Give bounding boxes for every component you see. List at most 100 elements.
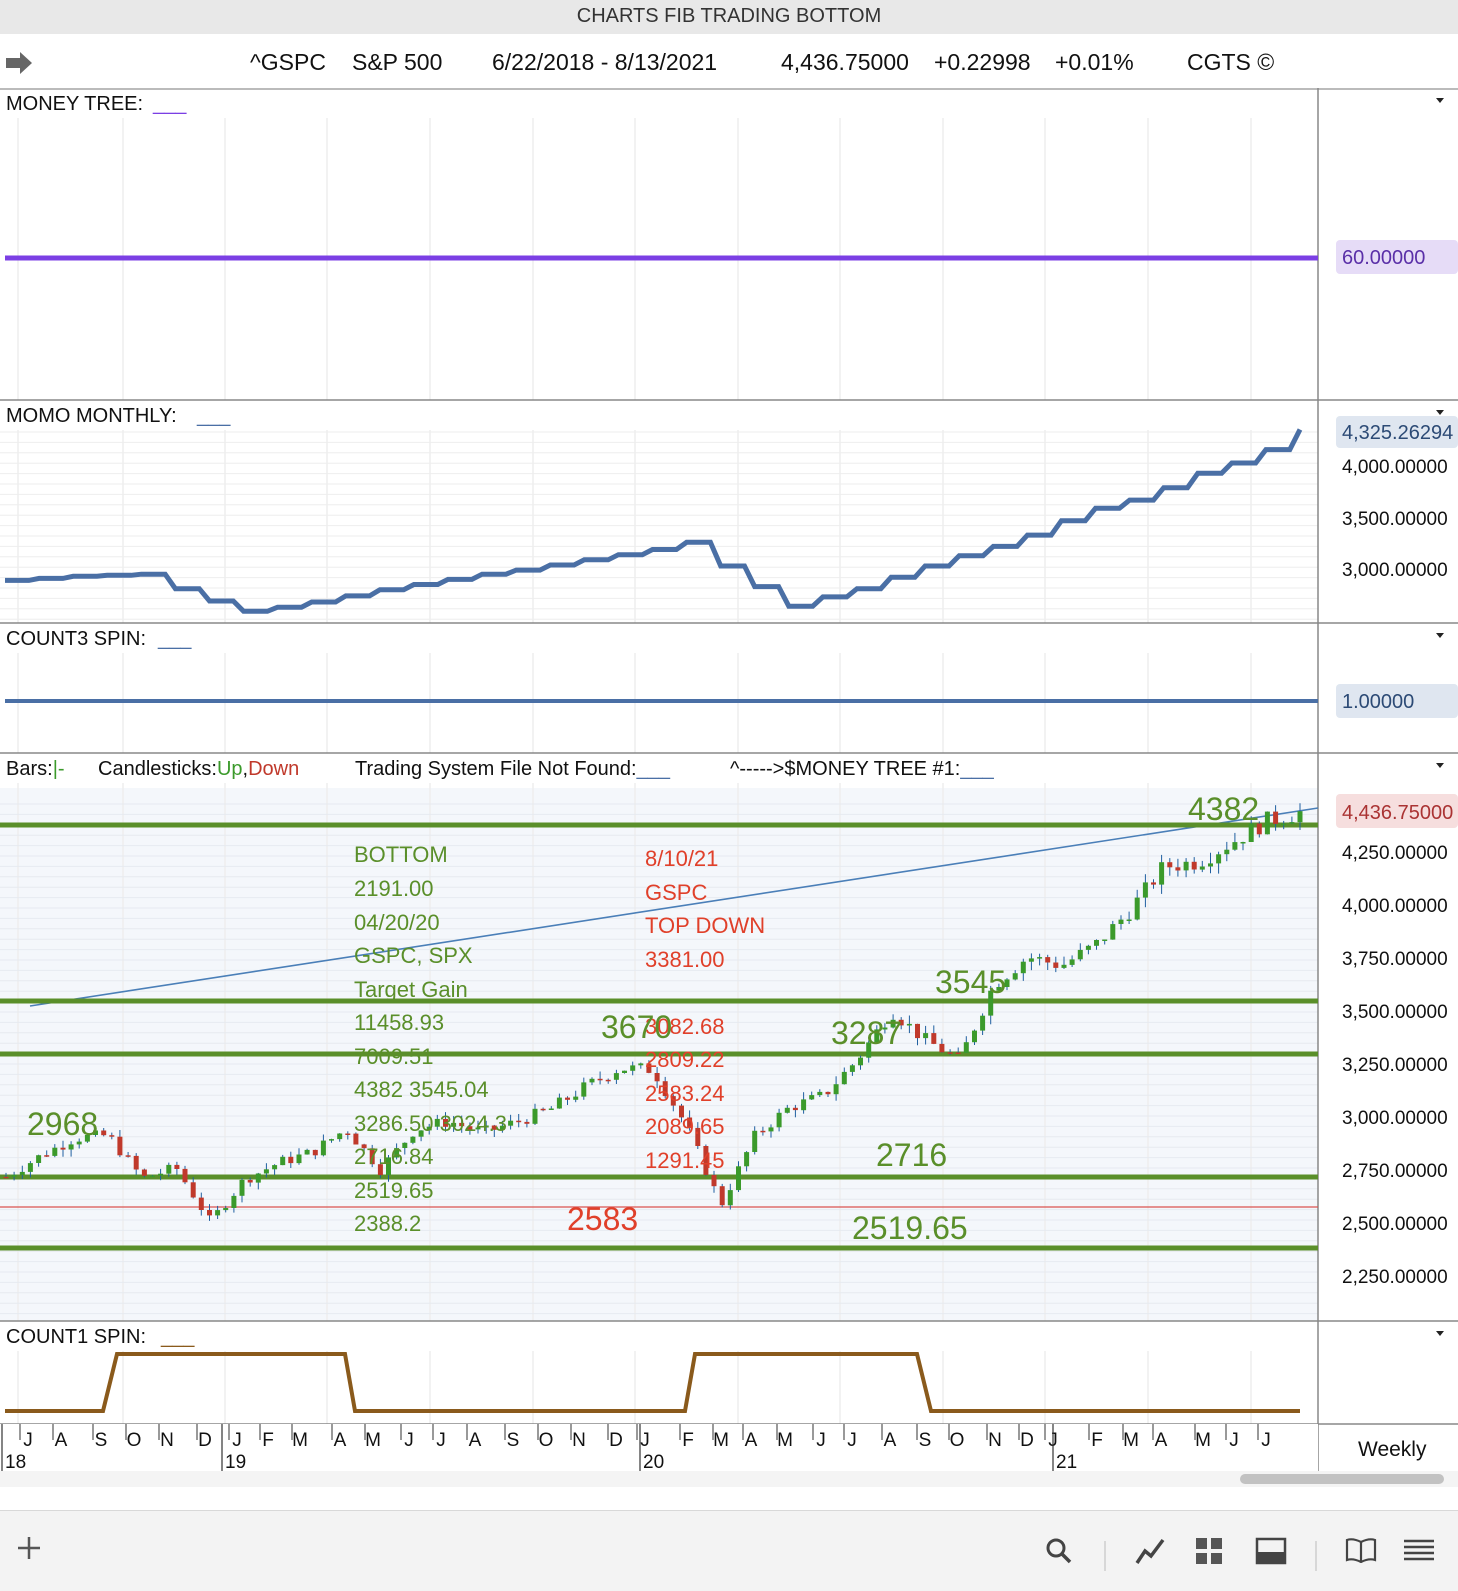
candle-down	[361, 1144, 367, 1149]
toolbar-divider	[1315, 1541, 1317, 1571]
candle-up	[418, 1130, 424, 1137]
period-label[interactable]: Weekly	[1358, 1438, 1427, 1461]
chevron-down-icon[interactable]	[1436, 633, 1444, 638]
candle-down	[719, 1186, 725, 1206]
candle-up	[801, 1099, 807, 1111]
candle-up	[874, 1029, 880, 1043]
candle-down	[670, 1096, 676, 1106]
ann-red-3: 3381.00	[645, 947, 725, 972]
candle-down	[207, 1210, 212, 1216]
momo-value-tag	[1336, 416, 1458, 448]
candle-up	[426, 1126, 432, 1131]
month-label: N	[572, 1430, 586, 1451]
candle-down	[540, 1108, 546, 1111]
candle-down	[898, 1019, 904, 1026]
ann-red-1: GSPC	[645, 880, 707, 905]
year-label: 19	[225, 1452, 246, 1473]
symbol: ^GSPC	[250, 49, 326, 75]
candle-up	[93, 1130, 98, 1135]
ann-red-8: 1291.45	[645, 1148, 725, 1173]
candle-down	[565, 1097, 570, 1100]
candle-up	[752, 1130, 758, 1152]
candle-up	[581, 1082, 587, 1097]
chevron-down-icon[interactable]	[1436, 1331, 1444, 1336]
momo-monthly-label: MOMO MONTHLY:	[6, 405, 177, 427]
panel-layout-icon[interactable]	[1255, 1537, 1287, 1565]
add-icon[interactable]	[16, 1535, 42, 1561]
grid-layout-icon[interactable]	[1195, 1537, 1223, 1565]
level-label-2519: 2519.65	[852, 1210, 968, 1246]
month-label: O	[127, 1430, 142, 1451]
search-icon[interactable]	[1045, 1537, 1073, 1565]
scrollbar-track[interactable]	[0, 1471, 1458, 1487]
chevron-down-icon[interactable]	[1436, 410, 1444, 415]
count3-spin-label: COUNT3 SPIN:	[6, 628, 146, 650]
candle-up	[776, 1112, 782, 1128]
candle-up	[1110, 924, 1116, 940]
candle-up	[589, 1078, 595, 1083]
panel-menus[interactable]	[1436, 98, 1444, 1336]
candle-down	[524, 1121, 530, 1124]
candle-up	[923, 1033, 929, 1039]
month-label: J	[1261, 1430, 1271, 1451]
candle-up	[11, 1174, 17, 1177]
candle-down	[60, 1147, 66, 1150]
candle-up	[263, 1169, 269, 1174]
candle-up	[1134, 897, 1140, 920]
candle-up	[613, 1073, 619, 1080]
month-label: D	[198, 1430, 212, 1451]
price-tick: 3,750.00000	[1342, 949, 1448, 970]
candle-up	[622, 1070, 627, 1073]
ann-red-7: 2089.65	[645, 1114, 725, 1139]
candle-down	[491, 1125, 497, 1130]
candle-up	[272, 1165, 278, 1170]
candle-down	[646, 1063, 652, 1073]
candle-down	[190, 1182, 196, 1198]
momo-monthly-line	[5, 428, 1303, 614]
ann-green-11: 2388.2	[354, 1211, 421, 1236]
arrow-right-icon[interactable]	[6, 52, 32, 74]
candle-up	[36, 1155, 42, 1163]
level-label-2583: 2583	[567, 1201, 638, 1237]
candle-up	[434, 1118, 440, 1127]
ann-green-0: BOTTOM	[354, 842, 448, 867]
candle-down	[353, 1133, 359, 1145]
candles-down: Down	[248, 758, 299, 780]
candle-up	[1004, 979, 1010, 987]
money-tree-value-tag	[1336, 240, 1458, 274]
candle-up	[1297, 811, 1303, 823]
money-tree-value: 60.00000	[1342, 247, 1425, 269]
candle-down	[695, 1127, 701, 1146]
candle-down	[369, 1148, 375, 1165]
count3-spin-line-label: ___	[157, 628, 192, 650]
month-label: F	[1091, 1430, 1103, 1451]
book-icon[interactable]	[1345, 1537, 1377, 1563]
month-label: O	[539, 1430, 554, 1451]
chevron-down-icon[interactable]	[1436, 98, 1444, 103]
date-range: 6/22/2018 - 8/13/2021	[492, 49, 718, 75]
candlesticks	[3, 803, 1303, 1221]
count1-spin-line-label: ___	[160, 1326, 195, 1348]
scrollbar-thumb[interactable]	[1240, 1474, 1444, 1484]
ann-green-3: GSPC, SPX	[354, 943, 473, 968]
menu-icon[interactable]	[1403, 1537, 1435, 1563]
chevron-down-icon[interactable]	[1436, 763, 1444, 768]
ann-green-10: 2519.65	[354, 1178, 434, 1203]
line-chart-icon[interactable]	[1135, 1537, 1165, 1565]
price-value-tag	[1336, 794, 1458, 828]
count3-value-tag	[1336, 684, 1458, 718]
candle-up	[809, 1095, 815, 1100]
candle-up	[963, 1042, 969, 1053]
candle-up	[296, 1154, 302, 1164]
month-label: S	[919, 1430, 932, 1451]
chart-area[interactable]: MONEY TREE: ___ 60.00000 MOMO MONTHLY: _…	[0, 88, 1458, 1510]
candle-down	[939, 1043, 945, 1053]
candle-up	[784, 1107, 790, 1113]
candle-up	[556, 1097, 562, 1109]
candle-down	[915, 1023, 920, 1039]
month-label: J	[404, 1430, 414, 1451]
ann-green-1: 2191.00	[354, 876, 434, 901]
candle-up	[841, 1071, 847, 1085]
candle-down	[1151, 882, 1156, 885]
candle-down	[174, 1164, 180, 1169]
